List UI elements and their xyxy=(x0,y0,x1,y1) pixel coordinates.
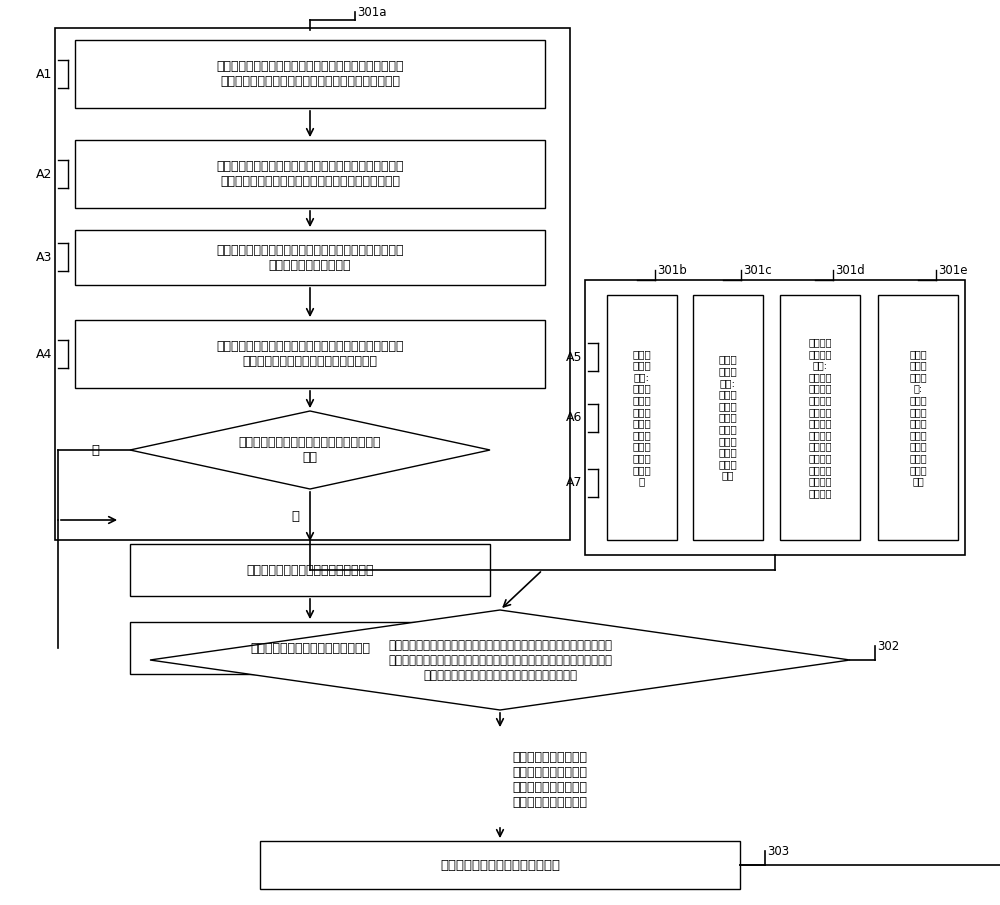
Bar xyxy=(75,140,545,208)
Text: 是: 是 xyxy=(291,510,299,523)
Bar xyxy=(75,40,545,108)
Text: A3: A3 xyxy=(36,251,52,264)
Text: 肤色信
息采集
步骤:
通过窄
波光谱
方式确
定肤质
区域的
血红素
和黑色
素的含
量: 肤色信 息采集 步骤: 通过窄 波光谱 方式确 定肤质 区域的 血红素 和黑色 … xyxy=(633,348,651,486)
Bar xyxy=(607,295,677,540)
Text: 判断血流分布信息是否属于预置血流信息范
围内: 判断血流分布信息是否属于预置血流信息范 围内 xyxy=(239,436,381,464)
Text: 按照图像处理方式结合温度信号和血液灌注信号生成相对
应的肤质区域的成像图像: 按照图像处理方式结合温度信号和血液灌注信号生成相对 应的肤质区域的成像图像 xyxy=(216,243,404,272)
Text: 302: 302 xyxy=(877,640,899,653)
Bar xyxy=(780,295,860,540)
Text: 301e: 301e xyxy=(938,263,968,277)
Text: 血红素含量上升和黑色
素含量下降，皮肤纹理
度值下降，皮肤含水量
增加，皮肤亮度值提高: 血红素含量上升和黑色 素含量下降，皮肤纹理 度值下降，皮肤含水量 增加，皮肤亮度… xyxy=(512,751,588,809)
Text: 303: 303 xyxy=(767,844,789,858)
Polygon shape xyxy=(150,610,850,710)
Text: 通过热红外成像仪获取肤质区域的温度信号，同时通过多
普勒成像仪获取肤质区域的血液灌注信号情况进行采集: 通过热红外成像仪获取肤质区域的温度信号，同时通过多 普勒成像仪获取肤质区域的血液… xyxy=(216,160,404,188)
Text: 确定肤质区域整体肤质气血状况好: 确定肤质区域整体肤质气血状况好 xyxy=(440,859,560,872)
Text: 将判断血流分布信息的判断结果保存: 将判断血流分布信息的判断结果保存 xyxy=(250,642,370,654)
Text: 否: 否 xyxy=(91,443,99,456)
Text: 301a: 301a xyxy=(357,5,386,18)
Text: 确定肤质区域的气血状况信息属于正常: 确定肤质区域的气血状况信息属于正常 xyxy=(246,564,374,576)
Text: 皮肤水润
信息采集
步骤:
通过皮肤
水分电容
测试方式
确定肤质
区域的含
水量，并
获取油脂
测试设备
检测的肤
质区域的
油脂含量: 皮肤水润 信息采集 步骤: 通过皮肤 水分电容 测试方式 确定肤质 区域的含 水… xyxy=(808,337,832,498)
Text: A5: A5 xyxy=(566,351,582,364)
Text: 皮肤光
泽信息
采集步
骤:
通过镜
面光泽
度测定
方式确
定肤质
区域的
色泽光
泽度: 皮肤光 泽信息 采集步 骤: 通过镜 面光泽 度测定 方式确 定肤质 区域的 色… xyxy=(909,348,927,486)
Text: 肤质信
息采集
步骤:
通过吸
力和拉
伸相互
作用的
方式确
定肤质
区域弹
性值: 肤质信 息采集 步骤: 通过吸 力和拉 伸相互 作用的 方式确 定肤质 区域弹 … xyxy=(719,355,737,481)
Text: A4: A4 xyxy=(36,348,52,360)
Bar xyxy=(693,295,763,540)
Text: A6: A6 xyxy=(566,411,582,424)
Bar xyxy=(75,230,545,285)
Polygon shape xyxy=(130,411,490,489)
Bar xyxy=(75,320,545,388)
Text: A7: A7 xyxy=(566,476,582,489)
Text: 通过成像图像分析出与之相对应的血流分布参数、血流分
部信息为肤质区域的温度值和血液灌注量: 通过成像图像分析出与之相对应的血流分布参数、血流分 部信息为肤质区域的温度值和血… xyxy=(216,340,404,368)
Text: 通过热红外成像仪获取肤质区域的温度信号，同时通过多
普勒成像仪获取肤质区域的血液灌注信号情况进行采集: 通过热红外成像仪获取肤质区域的温度信号，同时通过多 普勒成像仪获取肤质区域的血液… xyxy=(216,60,404,88)
Bar xyxy=(130,544,490,596)
Text: 301b: 301b xyxy=(657,263,687,277)
Bar xyxy=(585,280,965,555)
Text: A2: A2 xyxy=(36,167,52,180)
Bar xyxy=(878,295,958,540)
Bar xyxy=(130,622,490,674)
Text: 301d: 301d xyxy=(835,263,865,277)
Bar xyxy=(260,841,740,889)
Text: 将采集到的肤色状况信息与预置肤色值作比对，将采集到的肤质弹性信息
与预置弹性值作比对，将采集到的皮肤水润信息与预置水润信息作比对、
将采集到的色泽光泽度信息与预: 将采集到的肤色状况信息与预置肤色值作比对，将采集到的肤质弹性信息 与预置弹性值作… xyxy=(388,639,612,681)
Bar xyxy=(55,28,570,540)
Text: A1: A1 xyxy=(36,68,52,81)
Text: 301c: 301c xyxy=(743,263,772,277)
